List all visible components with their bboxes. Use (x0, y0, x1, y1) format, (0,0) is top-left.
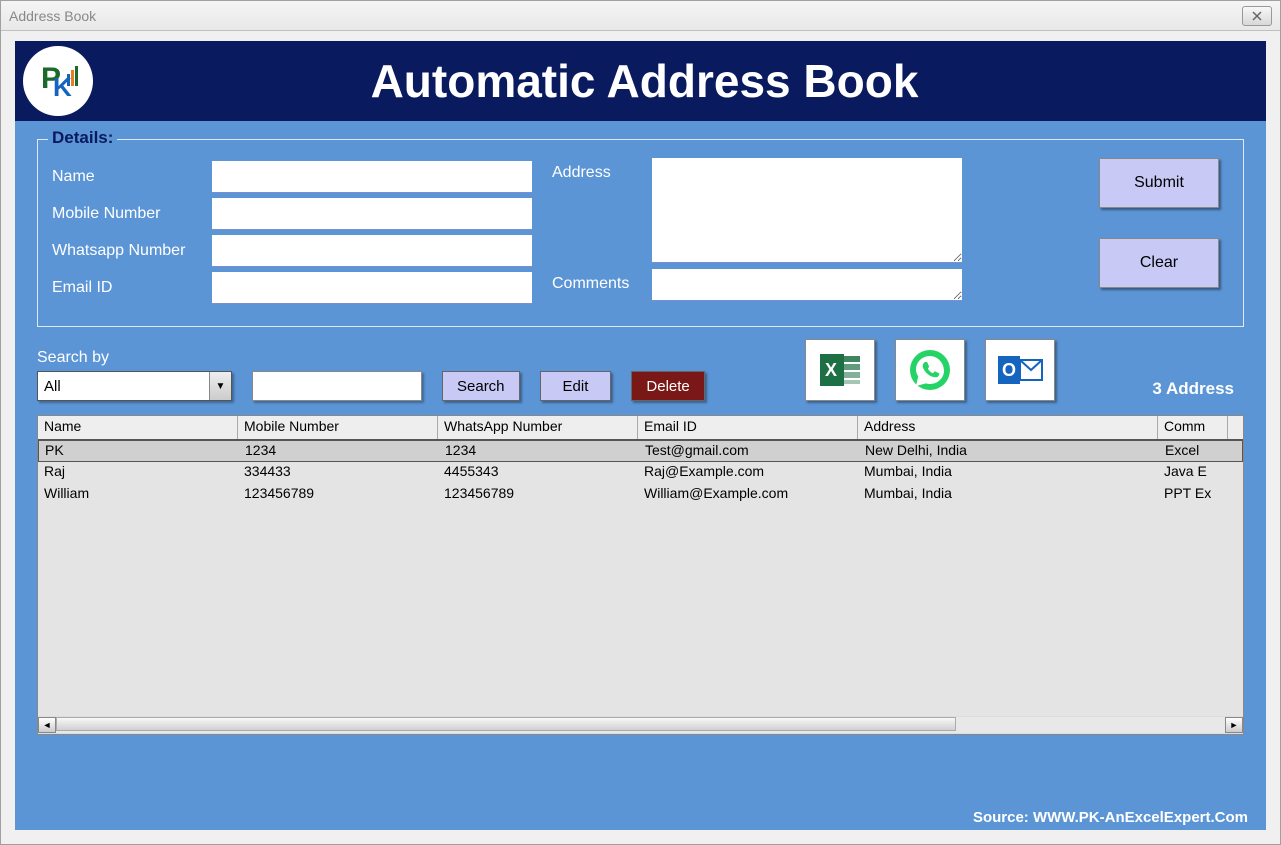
table-row[interactable]: William123456789123456789William@Example… (38, 484, 1243, 506)
send-email-button[interactable]: O (985, 339, 1055, 401)
listview-body[interactable]: PK12341234Test@gmail.comNew Delhi, India… (38, 440, 1243, 716)
whatsapp-label: Whatsapp Number (52, 242, 212, 260)
header-title: Automatic Address Book (93, 54, 1266, 108)
address-label: Address (552, 158, 652, 263)
table-cell: 123456789 (438, 484, 638, 506)
email-input[interactable] (212, 272, 532, 304)
edit-button[interactable]: Edit (540, 371, 612, 401)
search-button[interactable]: Search (442, 371, 520, 401)
excel-icon: X (816, 346, 864, 394)
send-whatsapp-button[interactable] (895, 339, 965, 401)
content-panel: P K Automatic Address Book Details: Name (15, 41, 1266, 830)
table-cell: Raj@Example.com (638, 462, 858, 484)
delete-button[interactable]: Delete (631, 371, 704, 401)
address-listview[interactable]: Name Mobile Number WhatsApp Number Email… (37, 415, 1244, 735)
horizontal-scrollbar[interactable]: ◄ ► (38, 716, 1243, 734)
scroll-track[interactable] (56, 717, 1225, 733)
table-row[interactable]: PK12341234Test@gmail.comNew Delhi, India… (38, 440, 1243, 462)
logo-icon: P K (23, 46, 93, 116)
table-cell: Mumbai, India (858, 462, 1158, 484)
table-cell: 123456789 (238, 484, 438, 506)
details-groupbox: Details: Name Mobile Number Whatsapp Num… (37, 139, 1244, 327)
table-cell: 334433 (238, 462, 438, 484)
table-cell: Excel (1159, 441, 1229, 461)
footer-source: Source: WWW.PK-AnExcelExpert.Com (973, 805, 1248, 830)
export-excel-button[interactable]: X (805, 339, 875, 401)
combo-value: All (38, 378, 209, 395)
chevron-down-icon: ▼ (209, 372, 231, 400)
app-window: Address Book P K Automatic Address Book … (0, 0, 1281, 845)
table-cell: PPT Ex (1158, 484, 1228, 506)
address-count-label: 3 Address (1152, 379, 1234, 401)
table-cell: 1234 (239, 441, 439, 461)
mobile-label: Mobile Number (52, 205, 212, 223)
table-cell: PK (39, 441, 239, 461)
whatsapp-input[interactable] (212, 235, 532, 267)
col-name[interactable]: Name (38, 416, 238, 439)
close-button[interactable] (1242, 6, 1272, 26)
address-input[interactable] (652, 158, 962, 263)
svg-text:X: X (825, 360, 837, 380)
email-label: Email ID (52, 279, 212, 297)
table-cell: 1234 (439, 441, 639, 461)
mobile-input[interactable] (212, 198, 532, 230)
table-cell: Raj (38, 462, 238, 484)
comments-label: Comments (552, 269, 652, 301)
listview-header: Name Mobile Number WhatsApp Number Email… (38, 416, 1243, 440)
col-address[interactable]: Address (858, 416, 1158, 439)
name-input[interactable] (212, 161, 532, 193)
table-cell: Test@gmail.com (639, 441, 859, 461)
scroll-left-icon[interactable]: ◄ (38, 717, 56, 733)
whatsapp-icon (906, 346, 954, 394)
col-mobile[interactable]: Mobile Number (238, 416, 438, 439)
search-text-input[interactable] (252, 371, 422, 401)
table-row[interactable]: Raj3344334455343Raj@Example.comMumbai, I… (38, 462, 1243, 484)
table-cell: Java E (1158, 462, 1228, 484)
titlebar: Address Book (1, 1, 1280, 31)
table-cell: Mumbai, India (858, 484, 1158, 506)
col-whatsapp[interactable]: WhatsApp Number (438, 416, 638, 439)
table-cell: William (38, 484, 238, 506)
table-cell: William@Example.com (638, 484, 858, 506)
submit-button[interactable]: Submit (1099, 158, 1219, 208)
header-bar: P K Automatic Address Book (15, 41, 1266, 121)
col-email[interactable]: Email ID (638, 416, 858, 439)
svg-text:O: O (1002, 360, 1016, 380)
outlook-icon: O (994, 346, 1046, 394)
clear-button[interactable]: Clear (1099, 238, 1219, 288)
comments-input[interactable] (652, 269, 962, 301)
scroll-right-icon[interactable]: ► (1225, 717, 1243, 733)
table-cell: New Delhi, India (859, 441, 1159, 461)
scroll-thumb[interactable] (56, 717, 956, 731)
search-by-combo[interactable]: All ▼ (37, 371, 232, 401)
table-cell: 4455343 (438, 462, 638, 484)
search-row: Search by All ▼ Search Edit Delete X (37, 339, 1244, 401)
details-legend: Details: (48, 128, 117, 148)
window-title: Address Book (9, 8, 96, 24)
search-by-label: Search by (37, 349, 232, 367)
name-label: Name (52, 168, 212, 186)
col-comments[interactable]: Comm (1158, 416, 1228, 439)
